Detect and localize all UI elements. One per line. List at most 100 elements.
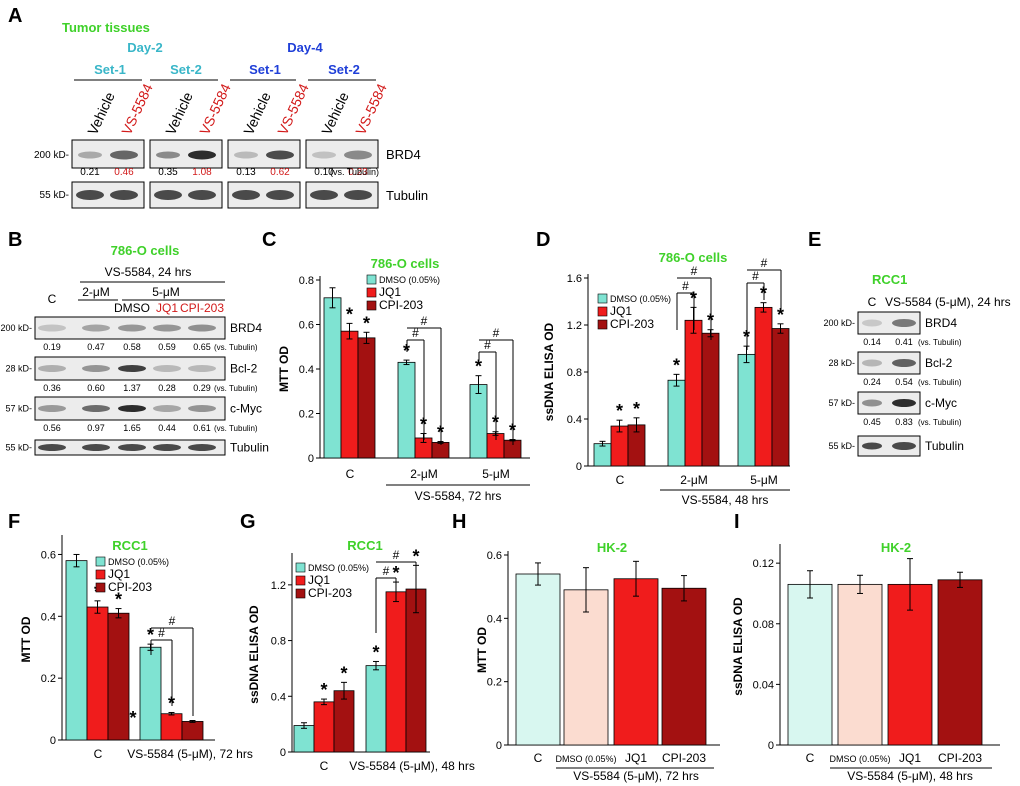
quant-value: 0.46 <box>114 167 134 178</box>
treatment-label: VS-5584, 24 hrs <box>105 265 192 279</box>
bar <box>837 583 883 746</box>
legend-swatch <box>597 319 608 330</box>
bar <box>771 328 790 467</box>
bar <box>937 579 983 746</box>
quant-value: 0.56 <box>43 423 61 433</box>
legend-label: DMSO (0.05%) <box>308 563 369 573</box>
blot-band <box>156 151 180 159</box>
legend-label: JQ1 <box>610 304 632 318</box>
group-label: 2-μM <box>410 467 438 481</box>
significance-star: * <box>363 313 370 333</box>
blot-band <box>862 399 882 407</box>
panel-letter: C <box>262 229 276 251</box>
hash-label: # <box>412 326 419 340</box>
legend-swatch <box>295 588 306 599</box>
hash-label: # <box>752 269 759 283</box>
blot-strip <box>34 316 226 340</box>
blot-band <box>82 444 110 451</box>
quant-value: 1.37 <box>123 383 141 393</box>
bar <box>887 583 933 746</box>
blot-band <box>82 405 110 412</box>
quant-note: (vs. Tubulin) <box>330 167 379 177</box>
legend-swatch <box>295 575 306 586</box>
bar <box>139 646 162 741</box>
legend-label: DMSO (0.05%) <box>108 557 169 567</box>
quant-value: 0.36 <box>43 383 61 393</box>
blot-band <box>118 324 146 332</box>
bar <box>181 721 204 741</box>
lane-label: VS-5584 <box>274 81 312 137</box>
blot-band <box>344 190 372 200</box>
mw-label: 57 kD- <box>5 404 32 414</box>
y-tick-label: 0 <box>496 740 502 752</box>
blot-band <box>266 150 294 160</box>
panel-letter: E <box>808 229 821 251</box>
y-tick-label: 0.6 <box>299 320 314 332</box>
blot-band <box>38 444 66 451</box>
bar <box>563 589 609 746</box>
category-label: DMSO (0.05%) <box>829 754 890 764</box>
blot-band <box>188 444 216 451</box>
y-tick-label: 0.8 <box>299 275 314 287</box>
y-tick-label: 0.2 <box>41 673 56 685</box>
y-tick-label: 1.2 <box>567 320 582 332</box>
blot-band <box>153 365 181 372</box>
band-label: Tubulin <box>386 188 428 203</box>
y-axis-label: MTT OD <box>277 346 291 392</box>
significance-star: * <box>392 563 399 583</box>
hash-label: # <box>691 264 698 278</box>
legend-label: CPI-203 <box>379 298 423 312</box>
lane-label: VS-5584 <box>352 81 390 137</box>
quant-value: 0.21 <box>80 167 100 178</box>
group-label: C <box>94 747 103 761</box>
y-tick-label: 0.4 <box>271 691 286 703</box>
group-caption: VS-5584, 72 hrs <box>415 489 502 503</box>
bar <box>333 690 355 753</box>
bar <box>365 665 387 753</box>
blot-band <box>188 190 216 200</box>
y-tick-label: 0.04 <box>753 679 774 691</box>
quant-value: 0.58 <box>123 342 141 352</box>
quant-value: 0.44 <box>158 423 176 433</box>
mw-label: 57 kD- <box>828 398 855 408</box>
quant-value: 0.61 <box>193 423 211 433</box>
blot-band <box>38 324 66 332</box>
group-caption: VS-5584 (5-μM), 72 hrs <box>573 769 699 783</box>
blot-band <box>82 365 110 372</box>
quant-value: 1.65 <box>123 423 141 433</box>
legend-swatch <box>295 562 306 573</box>
y-tick-label: 0 <box>308 453 314 465</box>
category-label: CPI-203 <box>938 751 982 765</box>
quant-value: 0.45 <box>863 417 881 427</box>
group-label: C <box>616 473 625 487</box>
y-tick-label: 0.4 <box>487 613 502 625</box>
group-label: C <box>320 759 329 773</box>
quant-note: (vs. Tubulin) <box>918 378 962 387</box>
blot-band <box>153 444 181 451</box>
lane-label: VS-5584 (5-μM), 24 hrs <box>885 295 1011 309</box>
day-label: Day-4 <box>287 40 323 55</box>
lane-label: C <box>48 292 57 306</box>
lane-label: C <box>868 295 877 309</box>
hash-label: # <box>682 279 689 293</box>
legend-label: DMSO (0.05%) <box>610 294 671 304</box>
set-label: Set-2 <box>170 62 202 77</box>
panel-letter: A <box>8 5 22 27</box>
legend-label: CPI-203 <box>308 586 352 600</box>
quant-value: 0.47 <box>87 342 105 352</box>
bar <box>515 573 561 746</box>
y-axis-label: MTT OD <box>19 616 33 662</box>
quant-value: 0.35 <box>158 167 178 178</box>
quant-note: (vs. Tubulin) <box>214 424 258 433</box>
quant-note: (vs. Tubulin) <box>214 343 258 352</box>
y-tick-label: 0.08 <box>753 619 774 631</box>
bar <box>65 560 88 741</box>
mw-label: 55 kD- <box>40 190 69 201</box>
dose-label: 5-μM <box>152 285 180 299</box>
significance-star: * <box>129 708 136 728</box>
blot-band <box>82 324 110 332</box>
band-label: Bcl-2 <box>230 362 258 376</box>
quant-value: 0.29 <box>193 383 211 393</box>
panel-letter: G <box>240 511 256 533</box>
bar <box>107 612 130 741</box>
